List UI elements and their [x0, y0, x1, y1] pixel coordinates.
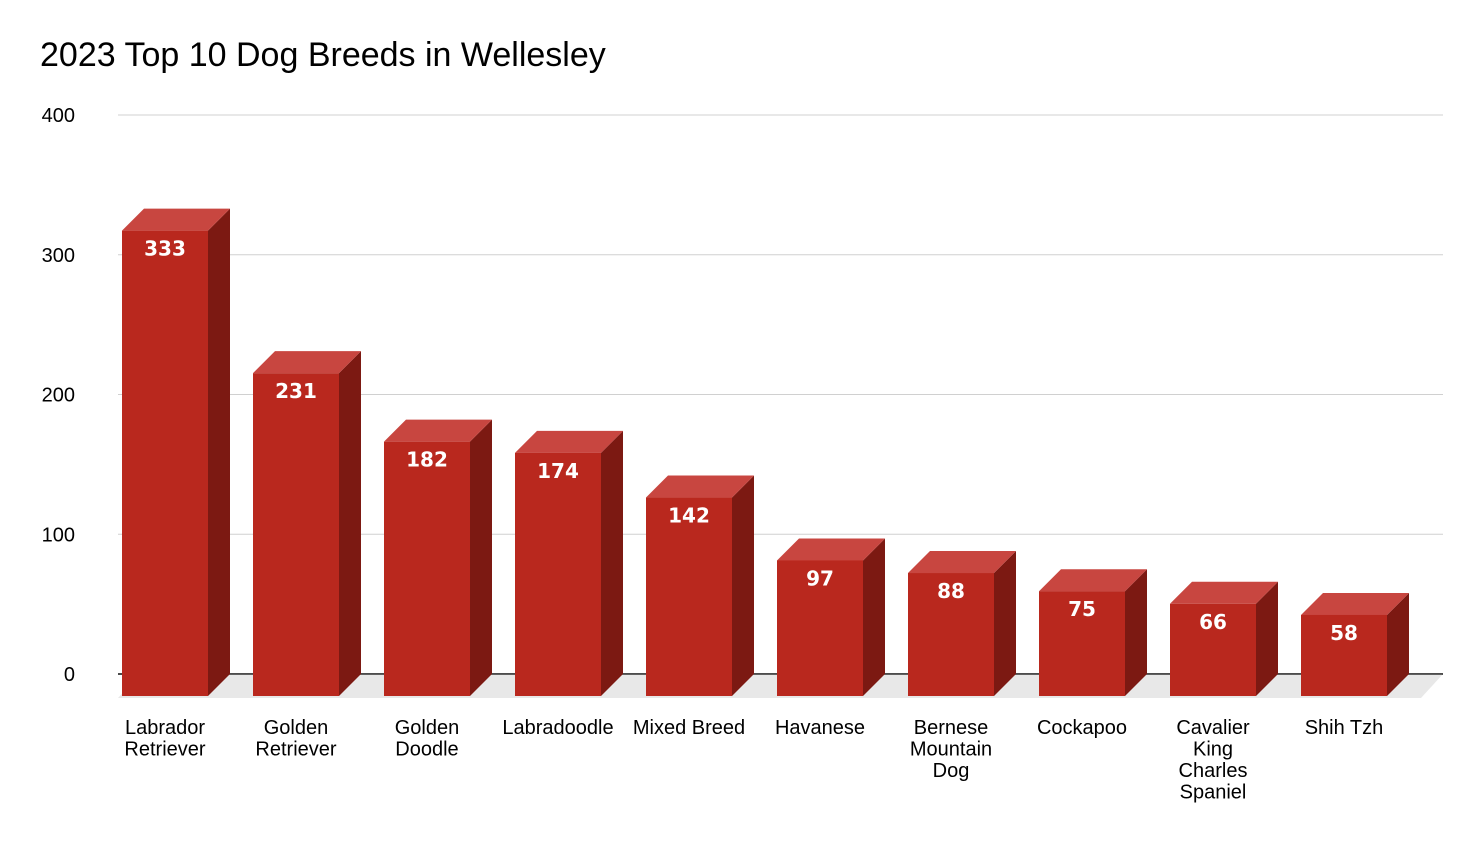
bar-side [863, 538, 885, 696]
bar-side [1387, 592, 1409, 696]
bar-front [1301, 614, 1387, 696]
category-label: Bernese Mountain Dog [910, 717, 992, 782]
bar [1170, 581, 1278, 696]
bar [1039, 569, 1147, 696]
bar-top [1301, 592, 1409, 615]
category-label: Labradoodle [502, 717, 613, 739]
data-label: 333 [144, 237, 186, 261]
category-label-line: Mountain [910, 739, 992, 761]
category-label-line: Golden [395, 717, 460, 739]
bar-side [732, 475, 754, 696]
bar-front [1039, 591, 1125, 696]
bar-front [777, 560, 863, 696]
bar-side [994, 551, 1016, 696]
data-label: 66 [1199, 610, 1227, 634]
bar [384, 419, 492, 696]
data-label: 58 [1330, 621, 1358, 645]
bar-top [777, 538, 885, 561]
category-label-line: Retriever [255, 739, 336, 761]
category-label-line: Spaniel [1180, 782, 1247, 804]
y-tick-label: 200 [42, 385, 75, 407]
category-label-line: Mixed Breed [633, 717, 745, 739]
category-label-line: Charles [1179, 760, 1248, 782]
data-label: 142 [668, 504, 710, 528]
bar-side [601, 430, 623, 696]
bar-front [1170, 603, 1256, 696]
bar-front [515, 452, 601, 696]
data-label: 97 [806, 566, 834, 590]
bar-side [1256, 581, 1278, 696]
category-label-line: Cavalier [1176, 717, 1250, 739]
bar-front [908, 573, 994, 696]
chart-title: 2023 Top 10 Dog Breeds in Wellesley [40, 36, 606, 74]
category-label: Mixed Breed [633, 717, 745, 739]
category-label-line: Doodle [395, 739, 458, 761]
category-label-line: Dog [933, 760, 970, 782]
bar [777, 538, 885, 696]
bar-top [646, 475, 754, 498]
bar-top [908, 551, 1016, 574]
category-label-line: Retriever [124, 739, 205, 761]
category-label-line: Havanese [775, 717, 865, 739]
category-label: Cavalier King Charles Spaniel [1176, 717, 1250, 804]
y-tick-label: 0 [64, 664, 75, 686]
data-label: 182 [406, 448, 448, 472]
bar-top [253, 351, 361, 374]
category-label-line: King [1193, 739, 1233, 761]
bar-top [1170, 581, 1278, 604]
category-label: Golden Doodle [395, 717, 460, 761]
bar-side [1125, 569, 1147, 696]
y-tick-label: 400 [42, 105, 75, 127]
category-label: Cockapoo [1037, 717, 1127, 739]
bar [122, 208, 230, 696]
bar-front [384, 441, 470, 696]
category-label: Havanese [775, 717, 865, 739]
category-label-line: Cockapoo [1037, 717, 1127, 739]
data-label: 174 [537, 459, 579, 483]
data-label: 75 [1068, 597, 1096, 621]
bar-side [470, 419, 492, 696]
category-label-line: Bernese [914, 717, 989, 739]
bar-side [208, 208, 230, 696]
bar [515, 430, 623, 696]
category-label: Shih Tzh [1305, 717, 1384, 739]
bar [1301, 592, 1409, 696]
bar-front [122, 230, 208, 696]
bars-layer [122, 208, 1409, 696]
category-label-line: Shih Tzh [1305, 717, 1384, 739]
bar-front [646, 497, 732, 696]
y-tick-label: 300 [42, 245, 75, 267]
data-label: 231 [275, 379, 317, 403]
bar-top [515, 430, 623, 453]
bar-front [253, 373, 339, 696]
category-label: Golden Retriever [255, 717, 336, 761]
category-label: Labrador Retriever [124, 717, 205, 761]
bar [908, 551, 1016, 696]
bar-top [384, 419, 492, 442]
category-label-line: Golden [264, 717, 329, 739]
bar [646, 475, 754, 696]
bar-top [122, 208, 230, 231]
y-tick-label: 100 [42, 524, 75, 546]
category-label-line: Labradoodle [502, 717, 613, 739]
bar [253, 351, 361, 696]
bar-top [1039, 569, 1147, 592]
bar-side [339, 351, 361, 696]
category-label-line: Labrador [125, 717, 205, 739]
data-label: 88 [937, 579, 965, 603]
